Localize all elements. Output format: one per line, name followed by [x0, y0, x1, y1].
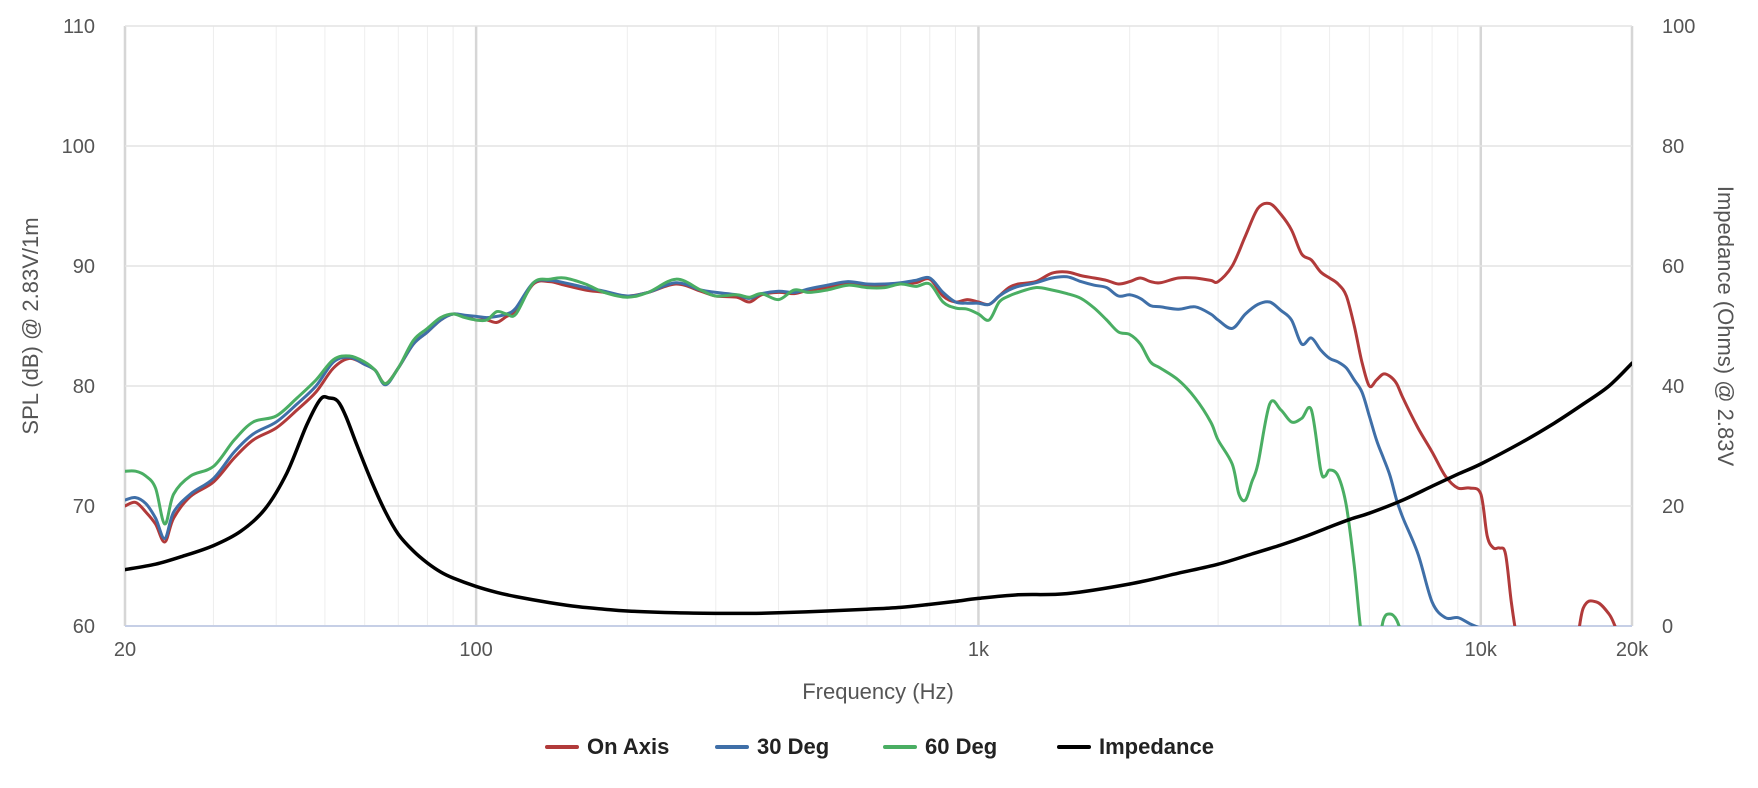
series-layer — [125, 201, 1632, 626]
x-tick-label-0: 20 — [114, 639, 136, 661]
legend-label-30-deg: 30 Deg — [757, 734, 829, 759]
x-tick-label-4: 20k — [1616, 639, 1649, 661]
legend-item-impedance: Impedance — [1057, 734, 1214, 759]
y-right-tick-label-4: 80 — [1662, 136, 1684, 158]
y-left-tick-label-1: 70 — [73, 496, 95, 518]
y-right-tick-label-3: 60 — [1662, 256, 1684, 278]
legend-label-impedance: Impedance — [1099, 734, 1214, 759]
y-left-tick-label-0: 60 — [73, 616, 95, 638]
y-left-tick-label-4: 100 — [62, 136, 95, 158]
legend-item-60-deg: 60 Deg — [883, 734, 997, 759]
y-right-tick-label-1: 20 — [1662, 496, 1684, 518]
legend-label-60-deg: 60 Deg — [925, 734, 997, 759]
series-line-on-axis — [125, 201, 1617, 626]
x-axis-title: Frequency (Hz) — [802, 679, 954, 704]
legend-item-30-deg: 30 Deg — [715, 734, 829, 759]
y-right-tick-label-2: 40 — [1662, 376, 1684, 398]
y-right-tick-label-0: 0 — [1662, 616, 1673, 638]
tick-labels: 20 100 1k 10k 20k 60 70 80 90 100 110 0 20 40 60 80 100 — [62, 16, 1696, 661]
series-line-impedance — [125, 361, 1632, 616]
legend: On Axis 30 Deg 60 Deg Impedance — [545, 734, 1214, 759]
x-tick-label-2: 1k — [968, 639, 990, 661]
y-left-tick-label-2: 80 — [73, 376, 95, 398]
x-tick-label-1: 100 — [459, 639, 492, 661]
x-tick-label-3: 10k — [1465, 639, 1498, 661]
major-gridlines — [123, 25, 1634, 627]
y-left-tick-label-3: 90 — [73, 256, 95, 278]
series-line-60-deg — [125, 276, 1401, 626]
y-right-tick-label-5: 100 — [1662, 16, 1695, 38]
series-line-30-deg — [125, 275, 1479, 626]
y-axis-right-title: Impedance (Ohms) @ 2.83V — [1713, 186, 1738, 467]
legend-item-on-axis: On Axis — [545, 734, 669, 759]
legend-label-on-axis: On Axis — [587, 734, 669, 759]
y-left-tick-label-5: 110 — [63, 16, 95, 38]
minor-gridlines — [212, 26, 1459, 626]
y-axis-left-title: SPL (dB) @ 2.83V/1m — [18, 217, 43, 434]
